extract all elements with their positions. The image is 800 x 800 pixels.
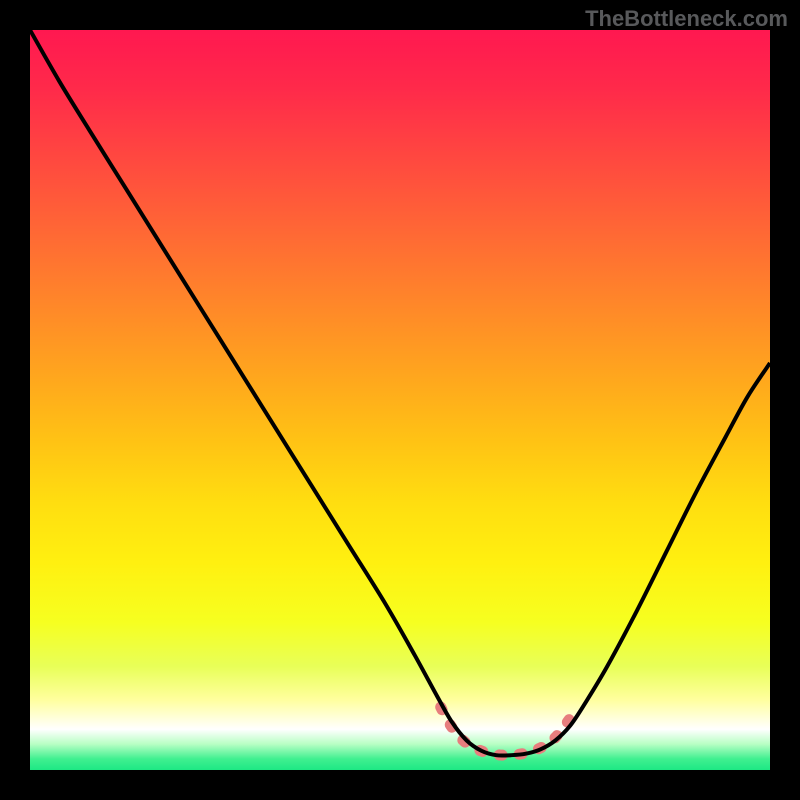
gradient-background bbox=[30, 30, 770, 770]
watermark-text: TheBottleneck.com bbox=[585, 6, 788, 32]
plot-svg bbox=[30, 30, 770, 770]
chart-container: TheBottleneck.com bbox=[0, 0, 800, 800]
plot-area bbox=[30, 30, 770, 770]
